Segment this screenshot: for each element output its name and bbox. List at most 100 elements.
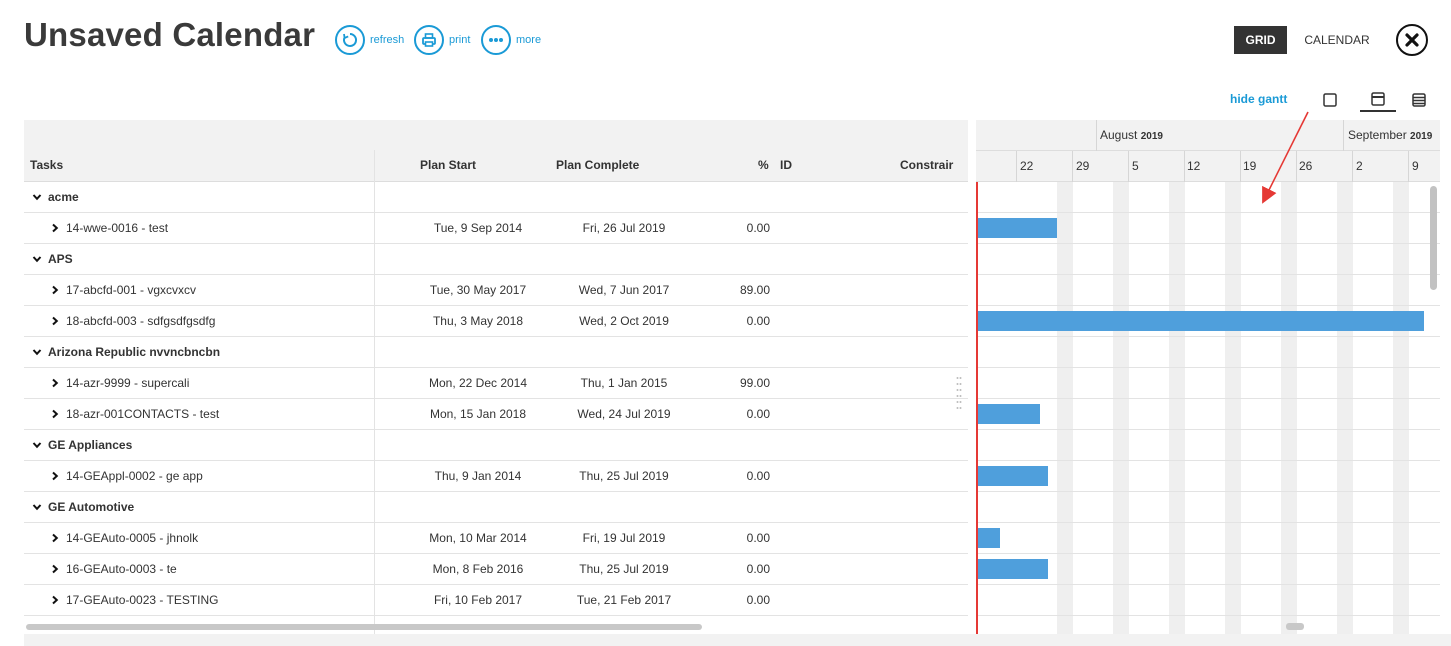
gantt-row — [976, 554, 1440, 585]
plan-start-cell: Tue, 9 Sep 2014 — [433, 221, 523, 235]
grid-horizontal-scroll-thumb[interactable] — [26, 624, 702, 630]
column-header-tasks[interactable]: Tasks — [30, 158, 64, 172]
percent-cell: 0.00 — [746, 221, 770, 235]
gantt-horizontal-scroll-thumb[interactable] — [1286, 623, 1304, 630]
chevron-down-icon[interactable] — [32, 440, 42, 450]
task-row[interactable]: 14-azr-9999 - supercali Mon, 22 Dec 2014 T… — [24, 368, 968, 399]
chevron-right-icon[interactable] — [50, 223, 60, 233]
chevron-down-icon[interactable] — [32, 192, 42, 202]
refresh-button[interactable]: refresh — [335, 25, 404, 55]
gantt-day-header: 22 29 5 12 19 26 2 9 — [976, 151, 1440, 182]
column-header-constraint[interactable]: Constrair — [900, 158, 954, 172]
print-button[interactable]: print — [414, 25, 470, 55]
chevron-right-icon[interactable] — [50, 316, 60, 326]
row-name: 17-GEAuto-0023 - TESTING — [66, 593, 219, 607]
task-row[interactable]: 16-GEAuto-0003 - te Mon, 8 Feb 2016 Thu, 2… — [24, 554, 968, 585]
day-separator — [1240, 151, 1241, 182]
chevron-right-icon[interactable] — [50, 595, 60, 605]
chevron-down-icon[interactable] — [32, 347, 42, 357]
print-icon — [414, 25, 444, 55]
chevron-right-icon[interactable] — [50, 409, 60, 419]
gantt-vertical-scroll-thumb[interactable] — [1430, 186, 1437, 290]
chevron-right-icon[interactable] — [50, 471, 60, 481]
weekend-band — [1057, 182, 1073, 634]
gantt-row — [976, 430, 1440, 461]
task-row[interactable]: 17-abcfd-001 - vgxcvxcv Tue, 30 May 2017 W… — [24, 275, 968, 306]
task-row[interactable]: 18-azr-001CONTACTS - test Mon, 15 Jan 201… — [24, 399, 968, 430]
day-separator — [1128, 151, 1129, 182]
calendar-view-button[interactable]: CALENDAR — [1304, 33, 1370, 47]
chevron-down-icon[interactable] — [32, 502, 42, 512]
split-pane-icon — [1371, 92, 1385, 106]
task-row[interactable]: 14-GEAuto-0005 - jhnolk Mon, 10 Mar 2014 F… — [24, 523, 968, 554]
gantt-row — [976, 182, 1440, 213]
plan-complete-cell: Fri, 26 Jul 2019 — [582, 221, 666, 235]
row-name: 14-azr-9999 - supercali — [66, 376, 190, 390]
gantt-task-bar[interactable] — [978, 311, 1424, 331]
plan-complete-cell: Thu, 1 Jan 2015 — [580, 376, 668, 390]
list-pane-button[interactable] — [1404, 88, 1434, 112]
month-separator — [1343, 120, 1344, 151]
plan-start-cell: Mon, 22 Dec 2014 — [428, 376, 528, 390]
day-label: 9 — [1412, 159, 1419, 173]
gantt-task-bar[interactable] — [978, 528, 1000, 548]
month-label-september: September 2019 — [1348, 128, 1433, 142]
grid-view-button[interactable]: GRID — [1234, 26, 1287, 54]
chevron-down-icon[interactable] — [32, 254, 42, 264]
day-separator — [1408, 151, 1409, 182]
column-header-plan-start[interactable]: Plan Start — [420, 158, 477, 172]
weekend-band — [1393, 182, 1409, 634]
column-header-percent[interactable]: % — [758, 158, 769, 172]
group-row[interactable]: GE Appliances — [24, 430, 968, 461]
column-header-plan-complete[interactable]: Plan Complete — [556, 158, 640, 172]
split-pane-button[interactable] — [1360, 88, 1396, 112]
plan-start-cell: Tue, 30 May 2017 — [429, 283, 527, 297]
single-pane-icon — [1323, 93, 1337, 107]
percent-cell: 89.00 — [739, 283, 770, 297]
day-label: 19 — [1243, 159, 1257, 173]
plan-start-cell: Thu, 3 May 2018 — [432, 314, 524, 328]
group-row[interactable]: APS — [24, 244, 968, 275]
task-row[interactable]: 14-GEAppl-0002 - ge app Thu, 9 Jan 2014 Th… — [24, 461, 968, 492]
more-button[interactable]: more — [481, 25, 541, 55]
more-label: more — [516, 34, 542, 46]
row-name: 14-GEAuto-0005 - jhnolk — [66, 531, 199, 545]
single-pane-button[interactable] — [1315, 88, 1345, 112]
chevron-right-icon[interactable] — [50, 533, 60, 543]
splitter-grip-icon[interactable] — [956, 376, 962, 410]
chevron-right-icon[interactable] — [50, 285, 60, 295]
hide-gantt-link[interactable]: hide gantt — [1230, 92, 1288, 106]
gantt-task-bar[interactable] — [978, 404, 1040, 424]
more-icon — [481, 25, 511, 55]
row-name: APS — [48, 252, 73, 266]
day-label: 26 — [1299, 159, 1313, 173]
row-name: 14-wwe-0016 - test — [66, 221, 169, 235]
gantt-month-header: August 2019 September 2019 — [976, 120, 1440, 151]
column-header-id[interactable]: ID — [780, 158, 792, 172]
day-separator — [1352, 151, 1353, 182]
close-button[interactable] — [1396, 24, 1428, 56]
chevron-right-icon[interactable] — [50, 564, 60, 574]
plan-complete-cell: Wed, 2 Oct 2019 — [579, 314, 669, 328]
plan-complete-cell: Wed, 7 Jun 2017 — [578, 283, 670, 297]
group-row[interactable]: acme — [24, 182, 968, 213]
task-row[interactable]: 14-wwe-0016 - test Tue, 9 Sep 2014 Fri, 26… — [24, 213, 968, 244]
group-row[interactable]: GE Automotive — [24, 492, 968, 523]
gantt-task-bar[interactable] — [978, 466, 1048, 486]
percent-cell: 0.00 — [746, 314, 770, 328]
day-separator — [1296, 151, 1297, 182]
gantt-row — [976, 275, 1440, 306]
day-label: 5 — [1132, 159, 1139, 173]
task-row[interactable]: 17-GEAuto-0023 - TESTING Fri, 10 Feb 2017… — [24, 585, 968, 616]
month-label-august: August 2019 — [1100, 128, 1163, 142]
gantt-task-bar[interactable] — [978, 559, 1048, 579]
task-row[interactable]: 18-abcfd-003 - sdfgsdfgsdfg Thu, 3 May 20… — [24, 306, 968, 337]
gantt-task-bar[interactable] — [978, 218, 1057, 238]
grid-header — [24, 120, 968, 182]
group-row[interactable]: Arizona Republic nvvncbncbn — [24, 337, 968, 368]
row-name: GE Automotive — [48, 500, 135, 514]
weekend-band — [1113, 182, 1129, 634]
chevron-right-icon[interactable] — [50, 378, 60, 388]
month-separator — [1096, 120, 1097, 151]
plan-complete-cell: Tue, 21 Feb 2017 — [576, 593, 672, 607]
